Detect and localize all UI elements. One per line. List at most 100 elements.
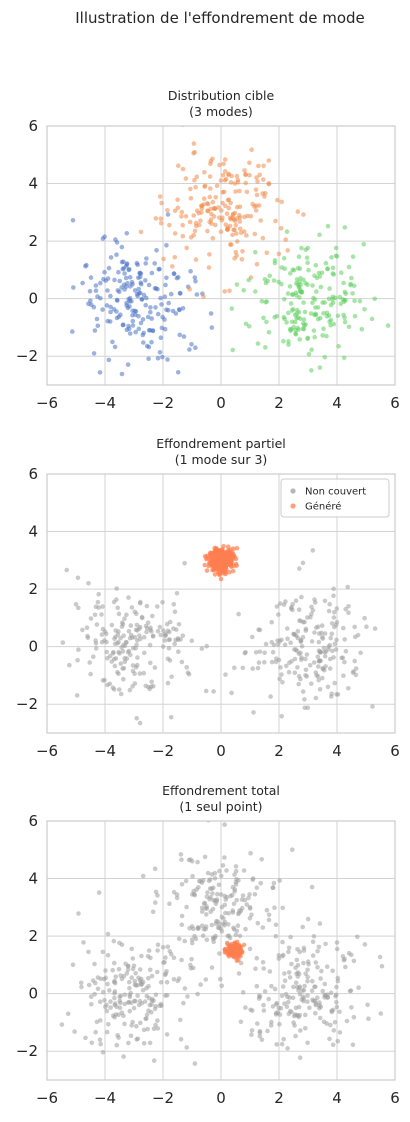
data-point (104, 1008, 110, 1014)
data-point (127, 275, 133, 280)
data-point (100, 307, 105, 312)
data-point (216, 882, 222, 888)
data-point (94, 622, 100, 627)
data-point (280, 939, 285, 945)
data-point (105, 288, 110, 293)
data-point (315, 654, 321, 660)
data-point (286, 970, 292, 975)
data-point (97, 1037, 103, 1042)
data-point (291, 632, 297, 637)
data-point (277, 1021, 282, 1027)
data-point (109, 622, 115, 628)
data-point (104, 639, 109, 645)
data-point (89, 1040, 95, 1046)
data-point (253, 208, 259, 213)
data-point (298, 1028, 303, 1033)
data-point (175, 197, 180, 202)
data-point (357, 298, 363, 304)
data-point (226, 946, 231, 952)
data-point (70, 218, 76, 223)
data-point (193, 345, 198, 351)
data-point (205, 228, 210, 234)
data-point (299, 245, 304, 251)
data-point (138, 281, 144, 287)
data-point (189, 940, 195, 946)
data-point (231, 227, 236, 233)
data-point (337, 1009, 342, 1015)
data-point (352, 313, 358, 319)
data-point (313, 1002, 319, 1008)
data-point (122, 271, 127, 276)
data-point (162, 326, 168, 332)
data-point (322, 598, 328, 604)
data-point (247, 172, 252, 178)
data-point (334, 606, 340, 611)
data-point (187, 926, 192, 931)
data-point (237, 908, 242, 913)
data-point (310, 283, 315, 288)
data-point (303, 667, 309, 673)
data-point (269, 639, 275, 645)
data-point (321, 326, 326, 332)
data-point (208, 552, 213, 557)
data-point (70, 329, 75, 334)
data-point (141, 1027, 147, 1033)
data-point (133, 983, 139, 988)
data-point (233, 932, 239, 938)
data-point (155, 942, 161, 948)
data-point (210, 567, 215, 573)
data-point (86, 982, 92, 988)
data-point (332, 624, 337, 630)
data-point (249, 147, 254, 152)
data-point (279, 672, 284, 677)
data-point (335, 313, 341, 319)
data-point (129, 975, 134, 980)
data-point (87, 288, 93, 294)
data-point (328, 317, 334, 323)
data-point (174, 627, 179, 632)
data-point (137, 671, 143, 676)
data-point (223, 176, 229, 182)
data-point (224, 868, 229, 873)
data-point (175, 205, 181, 211)
data-point (79, 984, 84, 990)
data-point (358, 650, 363, 656)
data-point (182, 986, 188, 991)
data-point (141, 1041, 147, 1046)
data-point (116, 1035, 121, 1040)
data-point (224, 211, 230, 216)
data-point (288, 301, 294, 306)
data-point (295, 962, 301, 968)
data-point (267, 273, 273, 279)
data-point (124, 231, 130, 236)
data-point (385, 323, 391, 328)
data-point (309, 988, 315, 993)
data-point (157, 624, 163, 630)
data-point (340, 954, 346, 959)
data-point (259, 298, 265, 304)
data-point (167, 901, 172, 907)
data-point (207, 886, 213, 891)
data-point (171, 976, 177, 982)
data-point (75, 575, 81, 581)
data-point (348, 282, 353, 288)
data-point (282, 978, 288, 983)
data-point (218, 976, 223, 982)
data-point (81, 940, 86, 945)
data-point (165, 993, 170, 998)
data-point (164, 621, 170, 627)
data-point (284, 229, 290, 234)
data-point (222, 289, 227, 294)
data-point (257, 1033, 263, 1039)
data-point (258, 880, 264, 886)
data-point (315, 995, 320, 1000)
data-point (116, 639, 121, 645)
data-point (283, 599, 288, 604)
data-point (199, 203, 204, 209)
data-point (188, 966, 194, 971)
x-tick-label: 6 (390, 394, 400, 412)
data-point (158, 216, 164, 221)
data-point (269, 619, 275, 625)
data-point (297, 984, 303, 989)
data-point (249, 912, 254, 918)
